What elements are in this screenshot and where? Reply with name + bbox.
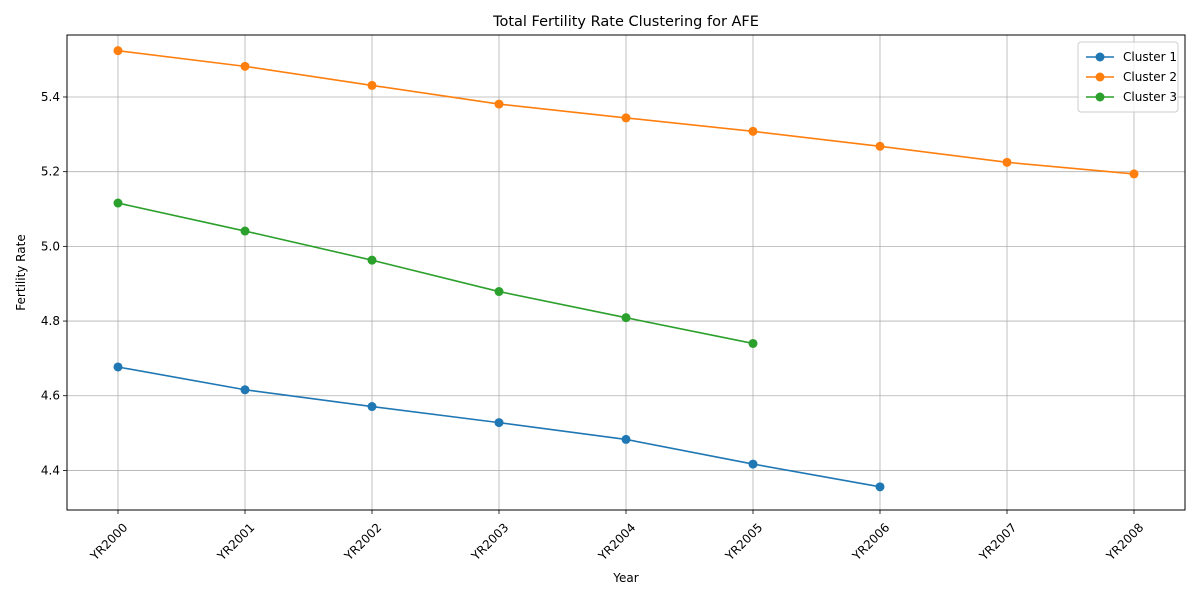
y-tick-label: 4.6 (41, 389, 60, 403)
data-point (367, 402, 377, 412)
data-point (494, 287, 504, 297)
series-cluster-2 (113, 46, 1139, 179)
legend-label: Cluster 3 (1123, 90, 1177, 104)
data-point (621, 434, 631, 444)
y-tick-label: 5.2 (41, 165, 60, 179)
grid-lines (67, 35, 1185, 510)
data-point (240, 226, 250, 236)
y-axis-title: Fertility Rate (14, 234, 28, 310)
data-point (113, 46, 123, 56)
data-point (748, 126, 758, 136)
y-tick-label: 4.4 (41, 463, 60, 477)
series-cluster-3 (113, 198, 758, 348)
data-point (1002, 157, 1012, 167)
data-point (748, 459, 758, 469)
series-layer (113, 46, 1139, 492)
legend-label: Cluster 2 (1123, 70, 1177, 84)
legend: Cluster 1 Cluster 2 Cluster 3 (1077, 41, 1179, 113)
data-point (875, 141, 885, 151)
data-point (240, 385, 250, 395)
series-line (117, 202, 754, 345)
legend-item: Cluster 1 (1086, 50, 1177, 64)
legend-item: Cluster 2 (1086, 70, 1177, 84)
legend-item: Cluster 3 (1086, 90, 1177, 104)
series-cluster-1 (113, 362, 885, 492)
legend-label: Cluster 1 (1123, 50, 1177, 64)
legend-marker (1095, 72, 1105, 82)
data-point (1129, 169, 1139, 179)
data-point (113, 198, 123, 208)
data-point (621, 313, 631, 323)
data-point (621, 113, 631, 123)
x-axis-title: Year (612, 571, 638, 585)
y-axis: 4.4 4.6 4.8 5.0 5.2 5.4 (41, 90, 67, 477)
legend-marker (1095, 52, 1105, 62)
data-point (875, 482, 885, 492)
legend-marker (1095, 92, 1105, 102)
data-point (367, 80, 377, 90)
y-tick-label: 5.4 (41, 90, 60, 104)
data-point (494, 99, 504, 109)
data-point (240, 61, 250, 71)
data-point (494, 418, 504, 428)
data-point (113, 362, 123, 372)
data-point (748, 338, 758, 348)
data-point (367, 255, 377, 265)
chart-title: Total Fertility Rate Clustering for AFE (492, 14, 759, 30)
y-tick-label: 4.8 (41, 314, 60, 328)
y-tick-label: 5.0 (41, 239, 60, 253)
